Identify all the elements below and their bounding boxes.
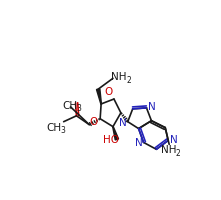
Text: O: O [89,117,97,127]
Text: HO: HO [103,135,119,145]
Text: 3: 3 [76,104,81,113]
Text: 3: 3 [60,126,65,135]
Text: N: N [148,102,155,112]
Text: N: N [135,138,143,148]
Text: CH: CH [46,123,61,133]
Text: 2: 2 [126,76,131,85]
Polygon shape [113,127,118,140]
Text: N: N [170,135,178,145]
Text: O: O [104,87,112,97]
Text: CH: CH [62,101,77,111]
Text: NH: NH [111,72,127,82]
Polygon shape [97,89,101,104]
Text: NH: NH [161,145,177,155]
Text: N: N [119,118,127,128]
Text: 2: 2 [176,149,180,158]
